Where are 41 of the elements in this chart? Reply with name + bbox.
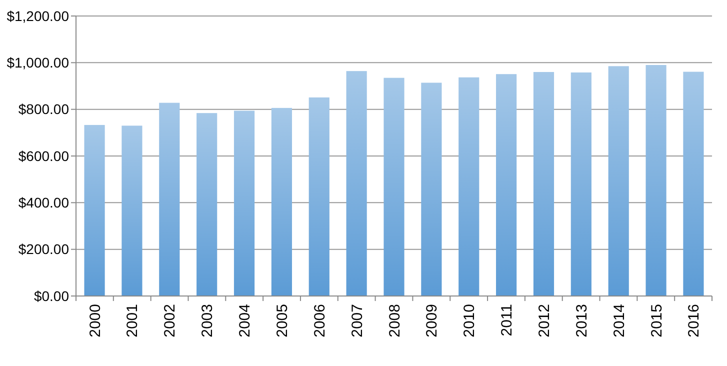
- bar: [346, 71, 367, 296]
- x-tick-label: 2013: [573, 304, 590, 338]
- x-tick-label: 2004: [236, 304, 254, 338]
- x-tick-label: 2006: [311, 304, 328, 338]
- y-tick-label: $0.00: [34, 288, 70, 304]
- bar: [196, 113, 218, 296]
- x-tick-label: 2015: [648, 304, 666, 338]
- bar: [384, 78, 404, 296]
- bar: [159, 102, 180, 296]
- bar: [533, 72, 554, 296]
- bar: [683, 72, 704, 296]
- bar: [496, 74, 517, 296]
- bar: [122, 126, 142, 296]
- bar: [234, 110, 255, 296]
- x-tick-label: 2008: [386, 304, 404, 338]
- x-tick-label: 2005: [274, 304, 291, 338]
- y-tick-label: $1,200.00: [6, 8, 70, 24]
- x-tick-label: 2003: [199, 304, 216, 338]
- x-tick-label: 2014: [610, 304, 628, 338]
- y-tick-label: $600.00: [18, 148, 70, 164]
- x-tick-label: 2010: [461, 304, 478, 338]
- x-tick-label: 2001: [124, 304, 142, 338]
- bar: [570, 72, 592, 296]
- x-tick-label: 2007: [348, 304, 366, 338]
- y-tick-label: $1,000.00: [6, 54, 70, 71]
- bar: [646, 65, 666, 296]
- x-tick-label: 2009: [424, 304, 441, 338]
- y-tick-label: $400.00: [18, 194, 70, 211]
- x-tick-label: 2011: [498, 304, 516, 336]
- bar: [271, 108, 292, 296]
- x-tick-label: 2016: [686, 304, 703, 338]
- x-tick-label: 2000: [86, 304, 104, 338]
- bar: [421, 82, 442, 296]
- bar: [458, 77, 480, 296]
- bar: [308, 97, 330, 296]
- x-tick-label: 2002: [162, 304, 179, 338]
- bar: [608, 66, 629, 296]
- x-tick-label: 2012: [536, 304, 553, 338]
- y-tick-label: $200.00: [18, 241, 70, 258]
- y-tick-label: $800.00: [18, 101, 70, 118]
- bar: [84, 124, 105, 296]
